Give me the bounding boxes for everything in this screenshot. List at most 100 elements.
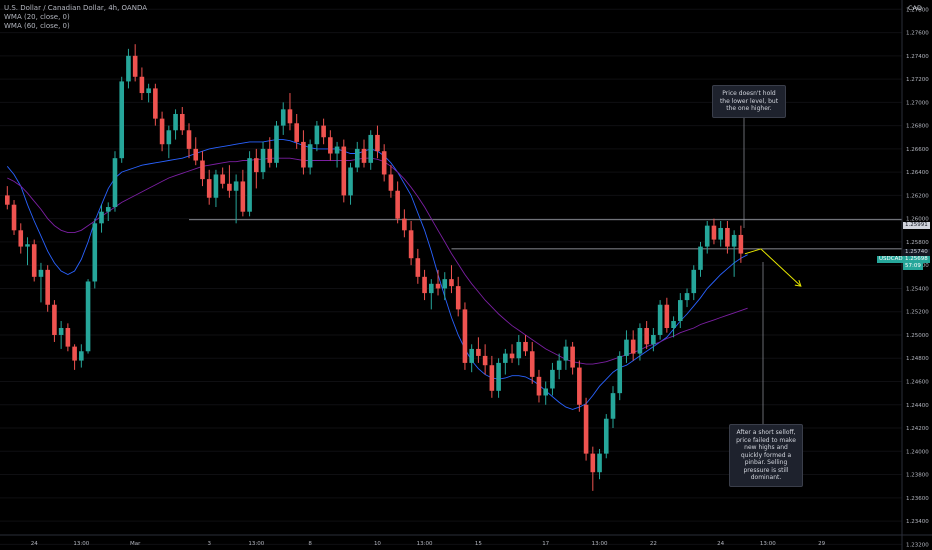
candle-body [556, 360, 562, 370]
annotation-bottom: After a short selloff, price failed to m… [729, 424, 803, 487]
candles [5, 44, 744, 491]
candle-body [637, 328, 643, 354]
wma60-legend: WMA (60, close, 0) [4, 22, 70, 30]
candle-body [341, 146, 347, 196]
candle-body [402, 218, 407, 231]
projection-arrowhead [794, 279, 802, 287]
candle-body [193, 148, 199, 161]
candle-body [462, 309, 468, 363]
candle-body [92, 223, 98, 282]
chart-title: U.S. Dollar / Canadian Dollar, 4h, OANDA [4, 4, 148, 12]
candle-body [678, 300, 683, 322]
candle-body [85, 281, 91, 352]
candle-body [644, 328, 649, 345]
y-tick-label: 1.25400 [906, 286, 929, 292]
candle-body [583, 404, 589, 454]
candle-body [368, 134, 374, 163]
candle-body [529, 351, 535, 377]
candle-body [563, 346, 569, 361]
y-tick-label: 1.24200 [906, 426, 929, 432]
candle-body [79, 351, 84, 361]
candle-body [361, 148, 367, 163]
candle-body [301, 141, 306, 168]
y-tick-label: 1.27200 [906, 77, 929, 83]
y-tick-label: 1.24800 [906, 356, 929, 362]
candle-body [240, 181, 246, 212]
candle-body [153, 88, 158, 119]
candle-body [105, 207, 111, 212]
candle-body [65, 328, 71, 347]
annotation-top: Price doesn't hold the lower level, but … [712, 85, 786, 118]
candle-body [179, 113, 185, 131]
y-tick-label: 1.27400 [906, 54, 929, 60]
x-tick-label: 24 [31, 541, 38, 547]
level-lower-tag: 1.25740 [903, 249, 930, 256]
candle-body [597, 453, 602, 473]
candle-body [112, 158, 118, 208]
candle-body [698, 246, 703, 270]
candle-body [395, 190, 400, 219]
candle-body [321, 125, 326, 138]
x-tick-label: 13:00 [417, 541, 433, 547]
candle-body [31, 244, 37, 277]
y-tick-label: 1.27000 [906, 100, 929, 106]
candle-body [260, 148, 266, 173]
candle-body [509, 353, 515, 359]
candle-body [725, 227, 730, 247]
candle-body [5, 195, 10, 205]
x-axis: 24 13:00 Mar 3 13:00 8 10 13:00 15 17 13:00 22 24 13:… [31, 541, 826, 547]
x-tick-label: 22 [650, 541, 657, 547]
candle-body [354, 148, 360, 168]
y-tick-label: 1.26600 [906, 147, 929, 153]
y-tick-label: 1.27800 [906, 7, 929, 13]
y-tick-label: 1.23400 [906, 519, 929, 525]
y-tick-label: 1.26800 [906, 124, 929, 130]
x-tick-label: 15 [475, 541, 482, 547]
candle-body [375, 134, 380, 152]
x-tick-label: Mar [130, 541, 141, 547]
candle-body [671, 321, 676, 329]
candle-body [718, 227, 723, 240]
candle-body [684, 293, 690, 301]
candle-body [408, 230, 414, 259]
candle-body [476, 348, 481, 356]
candle-body [657, 304, 663, 335]
candle-body [496, 362, 501, 391]
candle-body [227, 183, 232, 191]
candle-body [442, 279, 448, 289]
candle-body [543, 388, 548, 396]
candle-body [503, 353, 508, 363]
candle-body [630, 339, 636, 354]
candle-body [25, 244, 30, 247]
candle-body [348, 167, 353, 196]
candle-body [233, 181, 239, 191]
candle-body [132, 55, 138, 77]
candle-body [139, 76, 145, 94]
candle-body [280, 109, 286, 126]
candle-body [469, 348, 474, 363]
level-upper-tag: 1.25991 [903, 222, 930, 229]
candle-body [18, 230, 24, 247]
candle-body [738, 234, 744, 254]
candle-body [126, 55, 131, 82]
candle-body [691, 269, 697, 294]
candle-body [146, 88, 151, 94]
candle-body [186, 130, 192, 149]
candle-body [577, 367, 582, 405]
candle-body [570, 346, 575, 368]
candle-body [328, 137, 333, 154]
candle-body [254, 158, 259, 173]
candle-body [516, 341, 522, 359]
candle-body [99, 211, 104, 224]
y-tick-label: 1.24600 [906, 380, 929, 386]
candle-body [651, 334, 656, 345]
y-tick-label: 1.23200 [906, 542, 929, 548]
candle-body [523, 341, 528, 352]
candle-body [624, 339, 629, 356]
candle-body [159, 118, 165, 145]
y-tick-label: 1.25000 [906, 333, 929, 339]
x-tick-label: 13:00 [73, 541, 89, 547]
candle-body [482, 355, 488, 366]
candle-body [334, 146, 340, 154]
candle-body [731, 234, 737, 247]
